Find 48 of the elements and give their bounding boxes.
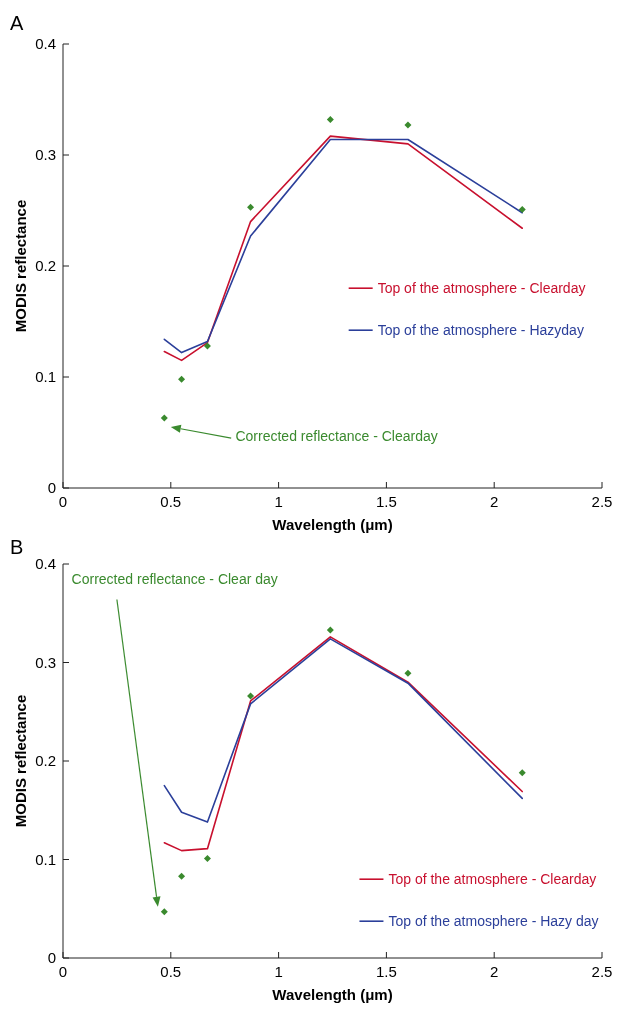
point bbox=[178, 375, 186, 383]
point bbox=[518, 205, 526, 213]
y-tick-label: 0.2 bbox=[35, 257, 56, 274]
chart-title: B bbox=[10, 536, 24, 558]
y-axis-title: MODIS reflectance bbox=[12, 694, 29, 828]
x-tick-label: 0.5 bbox=[160, 493, 182, 510]
x-tick-label: 1.5 bbox=[375, 963, 397, 980]
x-tick-label: 1 bbox=[274, 963, 283, 980]
point bbox=[404, 121, 412, 129]
x-tick-label: 0 bbox=[58, 493, 68, 510]
point bbox=[404, 669, 412, 677]
y-tick-label: 0.2 bbox=[35, 752, 56, 769]
point bbox=[203, 855, 211, 863]
point bbox=[160, 908, 168, 916]
x-tick-label: 0.5 bbox=[160, 963, 182, 980]
y-tick-label: 0.3 bbox=[35, 653, 56, 671]
x-tick-label: 2.5 bbox=[591, 963, 613, 980]
legend-label: Top of the atmosphere - Clearday bbox=[377, 280, 586, 297]
legend-label: Top of the atmosphere - Hazy day bbox=[388, 913, 599, 930]
y-tick-label: 0.3 bbox=[35, 146, 56, 163]
x-tick-label: 2 bbox=[490, 493, 499, 510]
legend-label: Top of the atmosphere - Clearday bbox=[388, 871, 597, 888]
y-axis-title: MODIS reflectance bbox=[12, 199, 29, 333]
x-tick-label: 1.5 bbox=[375, 493, 397, 510]
x-tick-label: 2 bbox=[490, 963, 499, 980]
point bbox=[247, 203, 255, 211]
point bbox=[247, 692, 255, 700]
legend-label: Corrected reflectance - Clearday bbox=[235, 428, 438, 445]
point bbox=[160, 414, 168, 422]
x-tick-label: 1 bbox=[274, 493, 283, 510]
y-tick-label: 0.4 bbox=[35, 555, 56, 572]
x-tick-label: 2.5 bbox=[591, 493, 613, 510]
point bbox=[203, 342, 211, 350]
y-tick-label: 0 bbox=[47, 479, 56, 496]
y-tick-label: 0.1 bbox=[35, 850, 56, 868]
text: Corrected reflectance - Clear day bbox=[71, 570, 278, 587]
y-tick-label: 0.4 bbox=[35, 35, 56, 52]
x-axis-title: Wavelength (μm) bbox=[272, 516, 393, 533]
point bbox=[178, 872, 186, 880]
chart-title: A bbox=[10, 12, 24, 34]
point bbox=[326, 626, 334, 634]
point bbox=[326, 115, 334, 123]
x-tick-label: 0 bbox=[58, 963, 68, 980]
y-tick-label: 0 bbox=[47, 949, 56, 966]
y-tick-label: 0.1 bbox=[35, 368, 56, 385]
legend-label: Top of the atmosphere - Hazyday bbox=[377, 322, 584, 339]
x-axis-title: Wavelength (μm) bbox=[272, 986, 393, 1003]
point bbox=[518, 769, 526, 777]
